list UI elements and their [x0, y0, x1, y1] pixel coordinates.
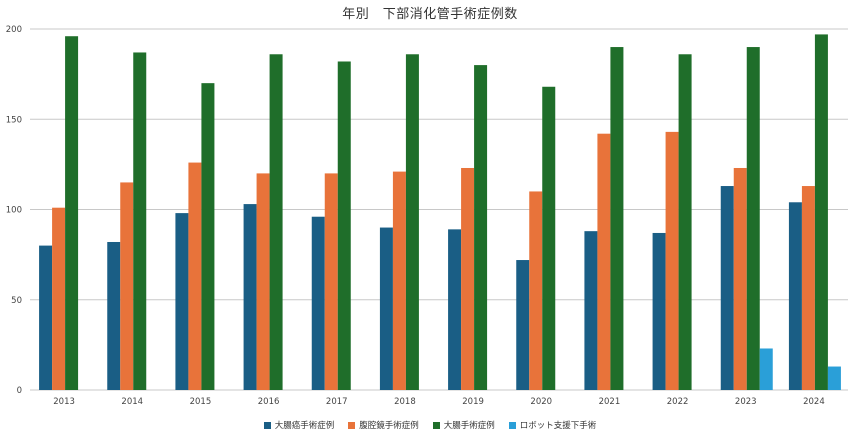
bar	[65, 36, 79, 390]
legend-label: ロボット支援下手術	[519, 421, 597, 431]
bar	[542, 86, 556, 390]
chart-legend: 大腸癌手術症例 腹腔鏡手術症例 大腸手術症例 ロボット支援下手術	[0, 419, 860, 431]
bar	[379, 227, 393, 390]
bar	[610, 47, 624, 391]
bar	[175, 213, 189, 390]
bar	[814, 34, 828, 390]
bar	[337, 61, 351, 391]
legend-item: 大腸手術症例	[432, 419, 495, 431]
legend-swatch	[263, 421, 271, 429]
legend-label: 大腸癌手術症例	[274, 421, 335, 431]
legend-swatch	[432, 421, 440, 429]
bar	[133, 52, 147, 391]
x-tick-label: 2024	[803, 397, 825, 407]
bar	[201, 83, 215, 391]
legend-item: ロボット支援下手術	[508, 419, 597, 431]
bar	[827, 366, 841, 390]
x-tick-label: 2013	[53, 397, 75, 407]
x-tick-label: 2018	[394, 397, 416, 407]
legend-swatch	[508, 421, 516, 429]
bar	[324, 173, 338, 390]
chart-title: 年別 下部消化管手術症例数	[342, 7, 518, 22]
legend-label: 腹腔鏡手術症例	[359, 421, 419, 431]
y-tick-label: 0	[17, 386, 22, 396]
x-tick-label: 2016	[258, 397, 280, 407]
x-tick-label: 2020	[530, 397, 552, 407]
bar	[269, 54, 283, 391]
bar	[311, 216, 325, 390]
bar-chart: 0 50 100 150 200 2013 2014 2015 2016 2017 2018 2019…	[6, 25, 848, 407]
bar	[720, 186, 734, 390]
x-tick-label: 2017	[326, 397, 348, 407]
bar	[256, 173, 270, 390]
x-tick-label: 2019	[462, 397, 484, 407]
bar	[188, 162, 202, 390]
bar	[788, 202, 802, 390]
y-tick-label: 100	[6, 206, 22, 216]
bar	[120, 182, 134, 390]
bar	[405, 54, 419, 391]
bar	[392, 171, 406, 390]
y-tick-label: 200	[6, 25, 22, 35]
x-tick-label: 2023	[735, 397, 757, 407]
y-tick-label: 150	[6, 115, 22, 125]
bar	[39, 245, 53, 390]
y-tick-label: 50	[11, 296, 22, 306]
bar	[516, 260, 530, 390]
x-tick-label: 2021	[599, 397, 621, 407]
legend-item: 大腸癌手術症例	[263, 419, 335, 431]
bar	[801, 186, 815, 390]
bar	[746, 47, 760, 391]
bar	[733, 167, 747, 390]
legend-swatch	[348, 421, 356, 429]
legend-item: 腹腔鏡手術症例	[348, 419, 419, 431]
bar	[584, 231, 598, 390]
bar	[529, 191, 543, 390]
x-tick-label: 2015	[190, 397, 212, 407]
bar	[678, 54, 692, 391]
legend-label: 大腸手術症例	[443, 421, 495, 431]
x-tick-label: 2022	[667, 397, 689, 407]
bar	[243, 204, 257, 390]
bar	[52, 207, 66, 390]
bar	[474, 65, 488, 390]
bar	[107, 241, 121, 390]
bar	[597, 133, 611, 390]
bar	[652, 232, 666, 390]
bar	[448, 229, 462, 390]
bar	[461, 167, 475, 390]
bar	[759, 348, 773, 390]
bar	[665, 131, 679, 390]
x-tick-label: 2014	[121, 397, 143, 407]
